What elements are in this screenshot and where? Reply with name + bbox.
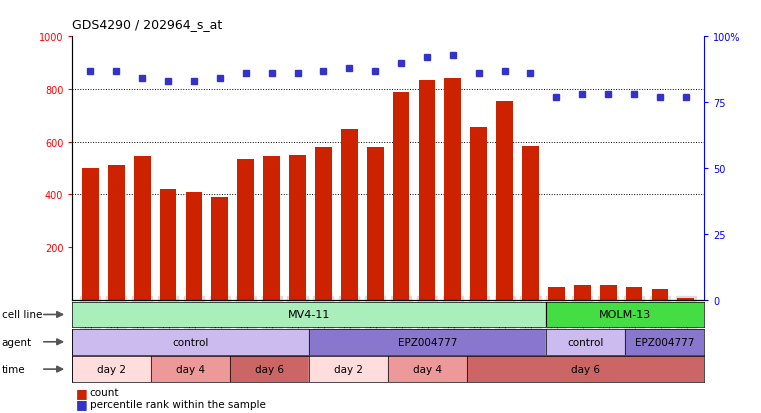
Text: day 4: day 4 — [177, 364, 205, 374]
Text: MOLM-13: MOLM-13 — [599, 310, 651, 320]
Bar — [393, 93, 409, 300]
Bar — [444, 79, 461, 300]
Text: day 2: day 2 — [97, 364, 126, 374]
Bar — [341, 129, 358, 300]
Text: control: control — [567, 337, 603, 347]
Text: day 2: day 2 — [334, 364, 363, 374]
Text: control: control — [173, 337, 209, 347]
Bar — [467, 356, 704, 382]
Text: day 6: day 6 — [571, 364, 600, 374]
Bar — [160, 190, 177, 300]
Bar — [546, 302, 704, 328]
Bar — [626, 287, 642, 300]
Bar — [72, 302, 546, 328]
Bar — [263, 157, 280, 300]
Bar — [72, 356, 151, 382]
Bar — [231, 356, 309, 382]
Bar — [470, 128, 487, 300]
Bar — [151, 356, 231, 382]
Text: day 6: day 6 — [255, 364, 284, 374]
Text: MV4-11: MV4-11 — [288, 310, 330, 320]
Bar — [82, 169, 99, 300]
Bar — [186, 192, 202, 300]
Bar — [237, 159, 254, 300]
Bar — [315, 148, 332, 300]
Bar — [522, 146, 539, 300]
Bar — [212, 198, 228, 300]
Text: EPZ004777: EPZ004777 — [635, 337, 694, 347]
Text: time: time — [2, 364, 25, 374]
Bar — [600, 286, 616, 300]
Bar — [108, 166, 125, 300]
Text: ■: ■ — [76, 386, 88, 399]
Text: EPZ004777: EPZ004777 — [398, 337, 457, 347]
Bar — [309, 329, 546, 355]
Bar — [72, 329, 309, 355]
Bar — [309, 356, 388, 382]
Text: GDS4290 / 202964_s_at: GDS4290 / 202964_s_at — [72, 18, 222, 31]
Bar — [496, 102, 513, 300]
Text: cell line: cell line — [2, 310, 42, 320]
Text: agent: agent — [2, 337, 32, 347]
Text: percentile rank within the sample: percentile rank within the sample — [90, 399, 266, 409]
Bar — [546, 329, 625, 355]
Bar — [574, 286, 591, 300]
Bar — [677, 298, 694, 300]
Text: count: count — [90, 387, 119, 397]
Bar — [548, 287, 565, 300]
Text: day 4: day 4 — [413, 364, 442, 374]
Bar — [289, 156, 306, 300]
Bar — [388, 356, 467, 382]
Bar — [419, 81, 435, 300]
Bar — [651, 289, 668, 300]
Bar — [367, 148, 384, 300]
Bar — [625, 329, 704, 355]
Text: ■: ■ — [76, 397, 88, 410]
Bar — [134, 157, 151, 300]
